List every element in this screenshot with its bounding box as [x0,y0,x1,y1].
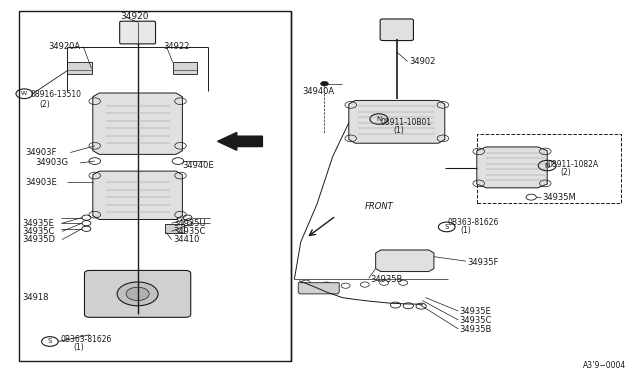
Text: 34935E: 34935E [460,307,492,316]
Text: 0B363-81626: 0B363-81626 [448,218,499,227]
Text: A3’9−0004: A3’9−0004 [582,361,626,370]
Text: 34903G: 34903G [35,158,68,167]
Text: S: S [48,339,52,344]
Text: 34922: 34922 [163,42,189,51]
Text: 08916-13510: 08916-13510 [31,90,82,99]
Text: 0B363-81626: 0B363-81626 [61,335,112,344]
Text: (2): (2) [560,168,571,177]
Text: (2): (2) [40,100,51,109]
FancyBboxPatch shape [120,21,156,44]
Text: (1): (1) [74,343,84,352]
Text: 34935C: 34935C [22,227,55,236]
Text: 34935M: 34935M [543,193,577,202]
Text: 08911-1082A: 08911-1082A [547,160,598,169]
Text: (1): (1) [394,126,404,135]
Text: 34903E: 34903E [26,178,58,187]
Bar [67,62,92,74]
Text: 34940E: 34940E [182,161,214,170]
Text: 34918: 34918 [22,293,49,302]
Text: 34920: 34920 [120,12,148,21]
Bar [165,224,184,232]
Text: S: S [445,224,449,230]
FancyBboxPatch shape [380,19,413,41]
Polygon shape [93,93,182,154]
Text: 34935B: 34935B [460,325,492,334]
Text: 34935C: 34935C [173,227,205,236]
Polygon shape [376,250,434,272]
Text: W: W [21,91,28,96]
Polygon shape [349,100,445,143]
Text: 34935D: 34935D [22,235,56,244]
Circle shape [321,81,328,86]
Text: 34935B: 34935B [370,275,403,283]
Circle shape [126,287,149,301]
Text: (1): (1) [461,226,472,235]
Text: 34935C: 34935C [460,316,492,325]
Text: 34935U: 34935U [173,219,205,228]
Circle shape [117,282,158,306]
Text: 34903F: 34903F [26,148,57,157]
Bar [19,11,291,361]
Text: 34902: 34902 [410,57,436,66]
FancyArrow shape [218,132,262,150]
Text: 34940A: 34940A [302,87,334,96]
FancyBboxPatch shape [84,270,191,317]
Text: 34935F: 34935F [467,258,499,267]
Polygon shape [477,147,547,188]
Text: FRONT: FRONT [365,202,394,211]
Text: 34410: 34410 [173,235,199,244]
Text: N: N [545,163,550,169]
Polygon shape [298,283,339,294]
Text: 34935E: 34935E [22,219,54,228]
Text: 34920A: 34920A [48,42,80,51]
Text: N: N [376,116,381,122]
Polygon shape [93,171,182,219]
Text: 08911-10B01: 08911-10B01 [381,118,432,126]
Bar [173,62,197,74]
